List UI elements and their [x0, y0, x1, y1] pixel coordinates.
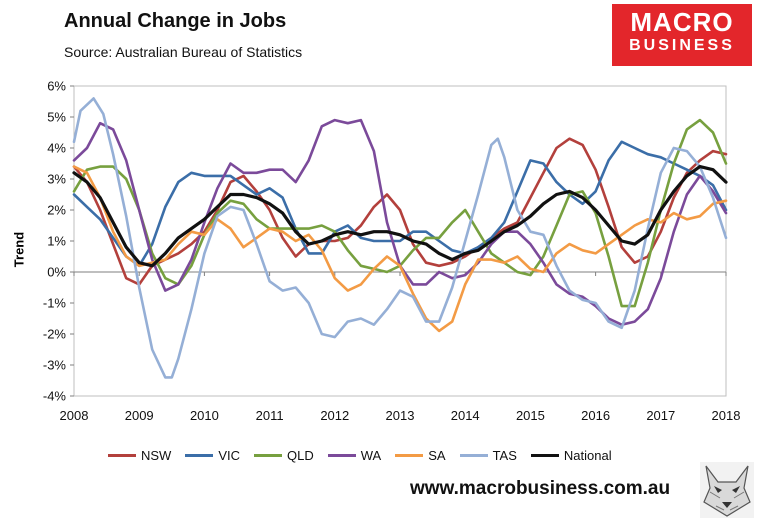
x-tick-label: 2017 [646, 408, 675, 423]
legend-item-wa: WA [327, 448, 382, 463]
y-tick-label: 5% [47, 110, 66, 125]
chart-axes [70, 85, 727, 397]
chart-legend: NSW VIC QLD WA SA TAS National [108, 448, 612, 463]
x-tick-label: 2009 [125, 408, 154, 423]
logo-line-2: BUSINESS [629, 37, 735, 54]
series-line-wa [72, 118, 728, 327]
macrobusiness-logo[interactable]: MACRO BUSINESS [612, 4, 752, 66]
legend-label: National [563, 448, 612, 463]
legend-label: WA [360, 448, 382, 463]
y-tick-label: -4% [43, 389, 67, 404]
legend-item-qld: QLD [254, 448, 314, 463]
legend-swatch [327, 454, 356, 457]
legend-swatch [395, 454, 424, 457]
x-tick-label: 2010 [190, 408, 219, 423]
wolf-mascot-icon [700, 462, 754, 518]
legend-swatch [530, 454, 559, 457]
x-tick-label: 2012 [320, 408, 349, 423]
legend-item-nsw: NSW [108, 448, 171, 463]
x-tick-label: 2015 [516, 408, 545, 423]
y-tick-label: 3% [47, 172, 66, 187]
website-url[interactable]: www.macrobusiness.com.au [410, 478, 671, 499]
series-line-tas [72, 97, 728, 379]
x-tick-label: 2008 [60, 408, 89, 423]
logo-line-1: MACRO [630, 7, 734, 37]
legend-item-sa: SA [395, 448, 446, 463]
y-tick-label: 4% [47, 141, 66, 156]
chart-series [72, 97, 728, 379]
x-tick-label: 2018 [712, 408, 741, 423]
y-tick-label: 6% [47, 79, 66, 94]
y-tick-label: -1% [43, 296, 67, 311]
chart-title: Annual Change in Jobs [64, 10, 287, 32]
chart-tick-labels: -4% -3% -2% -1% 0% 1% 2% 3% 4% 5% 6% 2008 2009 2010 20… [43, 79, 741, 424]
y-tick-label: 2% [47, 203, 66, 218]
legend-swatch [185, 454, 214, 457]
x-tick-label: 2016 [581, 408, 610, 423]
legend-label: QLD [287, 448, 314, 463]
series-line-national [72, 165, 728, 268]
x-tick-label: 2014 [451, 408, 480, 423]
y-tick-label: -2% [43, 327, 67, 342]
legend-swatch [108, 454, 136, 457]
legend-label: TAS [492, 448, 517, 463]
legend-label: SA [428, 448, 446, 463]
legend-swatch [459, 454, 488, 457]
legend-item-national: National [530, 448, 612, 463]
x-tick-label: 2011 [256, 408, 284, 423]
x-tick-label: 2013 [386, 408, 415, 423]
y-tick-label: -3% [43, 358, 67, 373]
chart-subtitle: Source: Australian Bureau of Statistics [64, 44, 303, 60]
y-tick-label: 1% [47, 234, 66, 249]
legend-label: VIC [218, 448, 241, 463]
legend-label: NSW [141, 448, 172, 463]
legend-item-tas: TAS [459, 448, 517, 463]
y-tick-label: 0% [47, 265, 66, 280]
legend-swatch [254, 454, 283, 457]
series-line-vic [72, 140, 728, 268]
legend-item-vic: VIC [185, 448, 240, 463]
